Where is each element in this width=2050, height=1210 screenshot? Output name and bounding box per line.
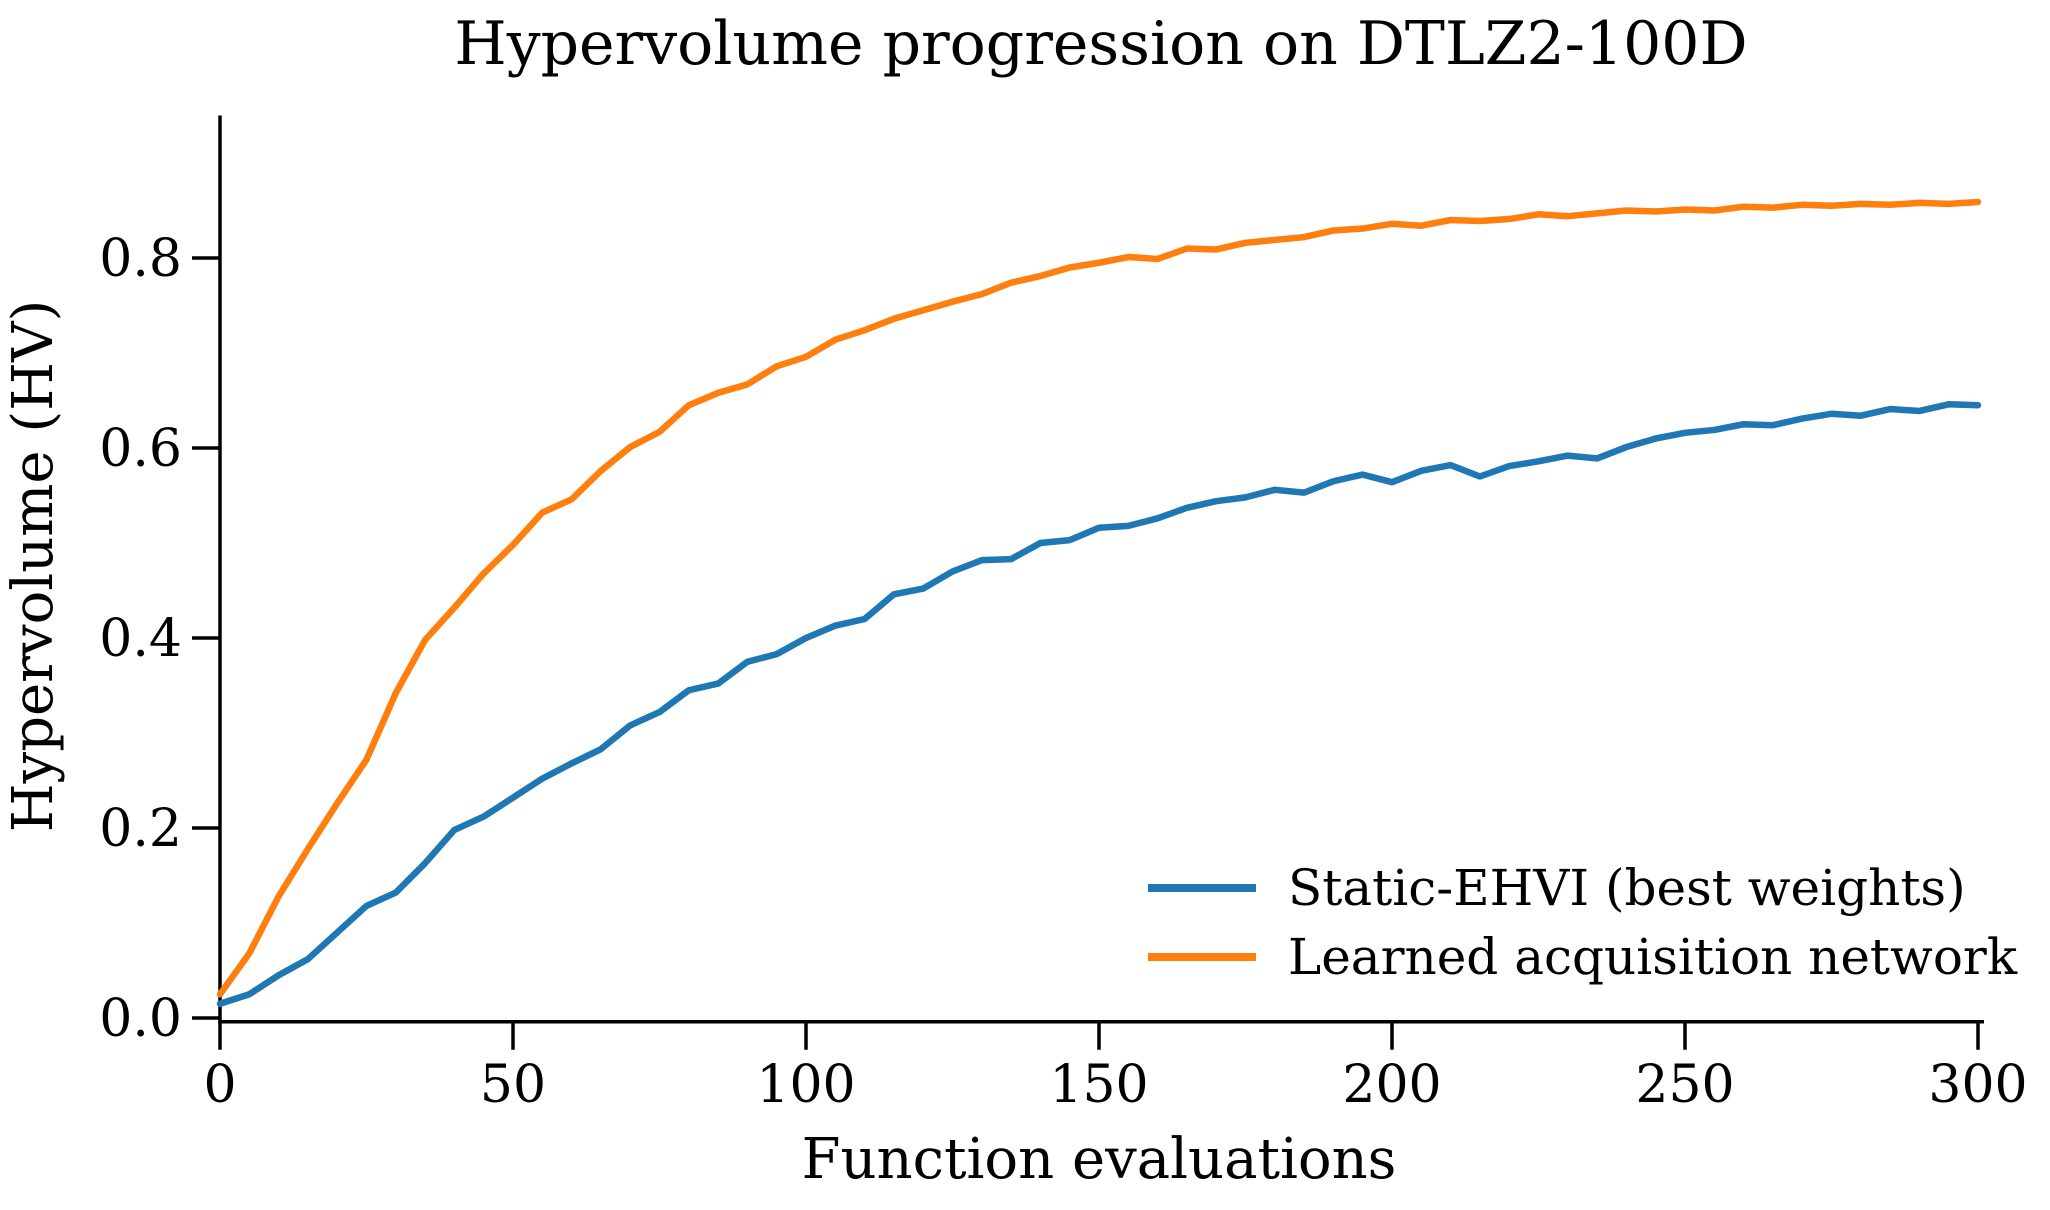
x-tick-label: 0 bbox=[203, 1055, 236, 1115]
chart-svg: Hypervolume progression on DTLZ2-100D Fu… bbox=[0, 0, 2050, 1210]
x-tick-label: 250 bbox=[1635, 1055, 1734, 1115]
y-tick-label: 0.8 bbox=[99, 229, 182, 289]
figure: Hypervolume progression on DTLZ2-100D Fu… bbox=[0, 0, 2050, 1210]
y-tick-label: 0.0 bbox=[99, 989, 182, 1049]
y-tick-label: 0.4 bbox=[99, 609, 182, 669]
y-axis-label: Hypervolume (HV) bbox=[1, 300, 66, 833]
y-tick-label: 0.6 bbox=[99, 419, 182, 479]
legend-label: Learned acquisition network bbox=[1288, 928, 2018, 986]
legend: Static-EHVI (best weights) Learned acquis… bbox=[1148, 859, 2018, 986]
x-tick-label: 100 bbox=[756, 1055, 855, 1115]
y-tick-label: 0.2 bbox=[99, 799, 182, 859]
x-tick-label: 300 bbox=[1928, 1055, 2027, 1115]
legend-label: Static-EHVI (best weights) bbox=[1288, 859, 1966, 917]
x-tick-label: 50 bbox=[480, 1055, 546, 1115]
x-tick-label: 200 bbox=[1342, 1055, 1441, 1115]
chart-title: Hypervolume progression on DTLZ2-100D bbox=[454, 9, 1747, 79]
x-axis-label: Function evaluations bbox=[802, 1127, 1397, 1192]
x-tick-label: 150 bbox=[1049, 1055, 1148, 1115]
